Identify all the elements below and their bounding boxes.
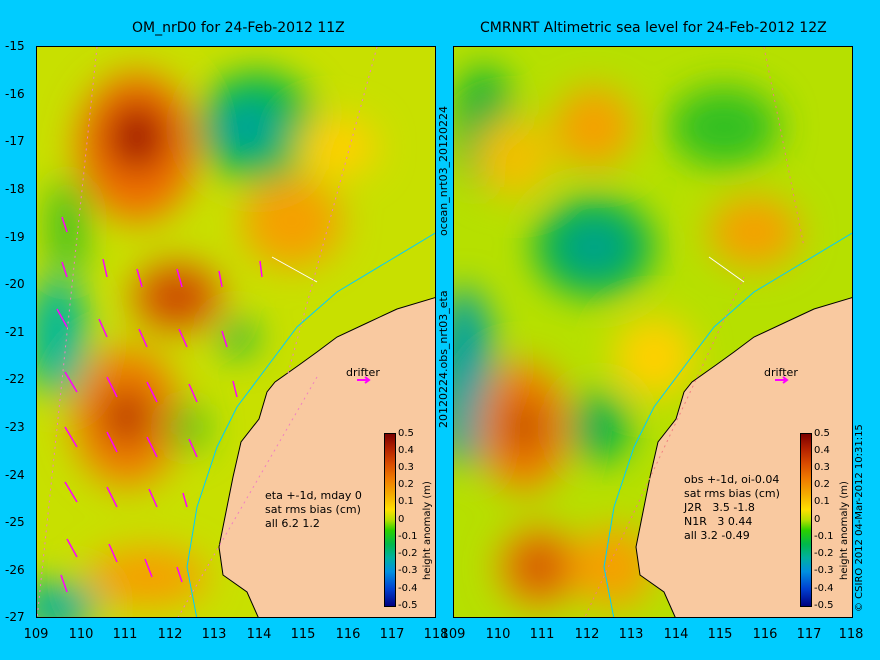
right-panel-title: CMRNRT Altimetric sea level for 24-Feb-2… [480, 20, 827, 36]
right-drifter-arrow-icon [775, 376, 789, 384]
right-cbar-label: -0.1 [814, 531, 834, 542]
x-tick-left: 109 [23, 627, 49, 642]
copyright-timestamp: © CSIRO 2012 04-Mar-2012 10:31:15 [854, 424, 865, 612]
y-tick: -21 [5, 325, 25, 339]
x-tick-left: 114 [246, 627, 272, 642]
right-cbar-label: -0.4 [814, 583, 834, 594]
model-file-label: ocean_nrt03_20120224 [437, 105, 450, 236]
right-sla-field [454, 67, 799, 607]
left-stats-line: all 6.2 1.2 [265, 517, 320, 530]
right-cbar-label: 0 [814, 514, 821, 525]
y-tick: -17 [5, 134, 25, 148]
x-tick-left: 115 [290, 627, 316, 642]
right-cbar-label: 0.1 [814, 496, 830, 507]
left-drifter-label: drifter [346, 366, 380, 379]
left-cbar-label: -0.1 [398, 531, 418, 542]
x-tick-right: 113 [618, 627, 644, 642]
y-tick: -18 [5, 182, 25, 196]
left-land-mass [218, 297, 435, 617]
left-cbar-label: 0.5 [398, 428, 414, 439]
right-land-mass [635, 297, 852, 617]
right-cbar-label: -0.3 [814, 565, 834, 576]
left-map-svg [37, 47, 435, 617]
right-coast-line [603, 232, 852, 617]
right-stats-line: all 3.2 -0.49 [684, 529, 750, 542]
x-tick-left: 113 [201, 627, 227, 642]
left-coast-line [186, 232, 435, 617]
right-cbar-label: 0.4 [814, 445, 830, 456]
left-stats-line: eta +-1d, mday 0 [265, 489, 362, 502]
left-sla-field [37, 72, 377, 617]
right-cbar-label: 0.3 [814, 462, 830, 473]
left-drifter-vectors [56, 216, 263, 593]
x-tick-left: 112 [157, 627, 183, 642]
y-tick: -23 [5, 420, 25, 434]
x-tick-right: 111 [529, 627, 555, 642]
right-drifter-label: drifter [764, 366, 798, 379]
left-drifter-arrow-icon [357, 376, 371, 384]
x-tick-right: 118 [838, 627, 864, 642]
left-cbar-label: -0.5 [398, 600, 418, 611]
y-tick: -25 [5, 515, 25, 529]
right-stats-line: J2R 3.5 -1.8 [684, 501, 755, 514]
x-tick-right: 109 [440, 627, 466, 642]
left-map-panel [36, 46, 436, 618]
right-colorbar-title: height anomaly (m) [839, 481, 850, 580]
right-map-svg [454, 47, 852, 617]
left-panel-title: OM_nrD0 for 24-Feb-2012 11Z [132, 20, 345, 36]
left-cbar-label: 0 [398, 514, 405, 525]
right-cbar-label: 0.5 [814, 428, 830, 439]
left-satellite-tracks [37, 47, 378, 617]
left-cbar-label: 0.2 [398, 479, 414, 490]
x-tick-right: 112 [574, 627, 600, 642]
right-cbar-label: 0.2 [814, 479, 830, 490]
y-tick: -15 [5, 39, 25, 53]
x-tick-right: 115 [707, 627, 733, 642]
x-tick-left: 118 [423, 627, 449, 642]
left-cbar-label: 0.3 [398, 462, 414, 473]
right-stats-line: N1R 3 0.44 [684, 515, 753, 528]
right-map-panel [453, 46, 853, 618]
obs-file-label: 20120224.obs_nrt03_eta [437, 290, 450, 428]
y-tick: -20 [5, 277, 25, 291]
y-tick: -22 [5, 372, 25, 386]
y-tick: -26 [5, 563, 25, 577]
left-cbar-label: -0.2 [398, 548, 418, 559]
left-colorbar-title: height anomaly (m) [422, 481, 433, 580]
x-tick-right: 110 [485, 627, 511, 642]
x-tick-right: 114 [663, 627, 689, 642]
right-cbar-label: -0.5 [814, 600, 834, 611]
right-satellite-tracks [584, 47, 805, 617]
left-stats-line: sat rms bias (cm) [265, 503, 361, 516]
x-tick-right: 116 [752, 627, 778, 642]
left-cbar-label: 0.4 [398, 445, 414, 456]
x-tick-left: 117 [379, 627, 405, 642]
x-tick-left: 110 [68, 627, 94, 642]
right-stats-line: sat rms bias (cm) [684, 487, 780, 500]
y-tick: -19 [5, 230, 25, 244]
y-tick: -24 [5, 468, 25, 482]
left-cbar-label: -0.3 [398, 565, 418, 576]
y-tick: -27 [5, 610, 25, 624]
left-cbar-label: 0.1 [398, 496, 414, 507]
y-tick: -16 [5, 87, 25, 101]
left-colorbar [384, 433, 396, 607]
right-colorbar [800, 433, 812, 607]
left-cbar-label: -0.4 [398, 583, 418, 594]
x-tick-left: 116 [335, 627, 361, 642]
right-cbar-label: -0.2 [814, 548, 834, 559]
x-tick-right: 117 [796, 627, 822, 642]
right-stats-line: obs +-1d, oi-0.04 [684, 473, 780, 486]
x-tick-left: 111 [112, 627, 138, 642]
